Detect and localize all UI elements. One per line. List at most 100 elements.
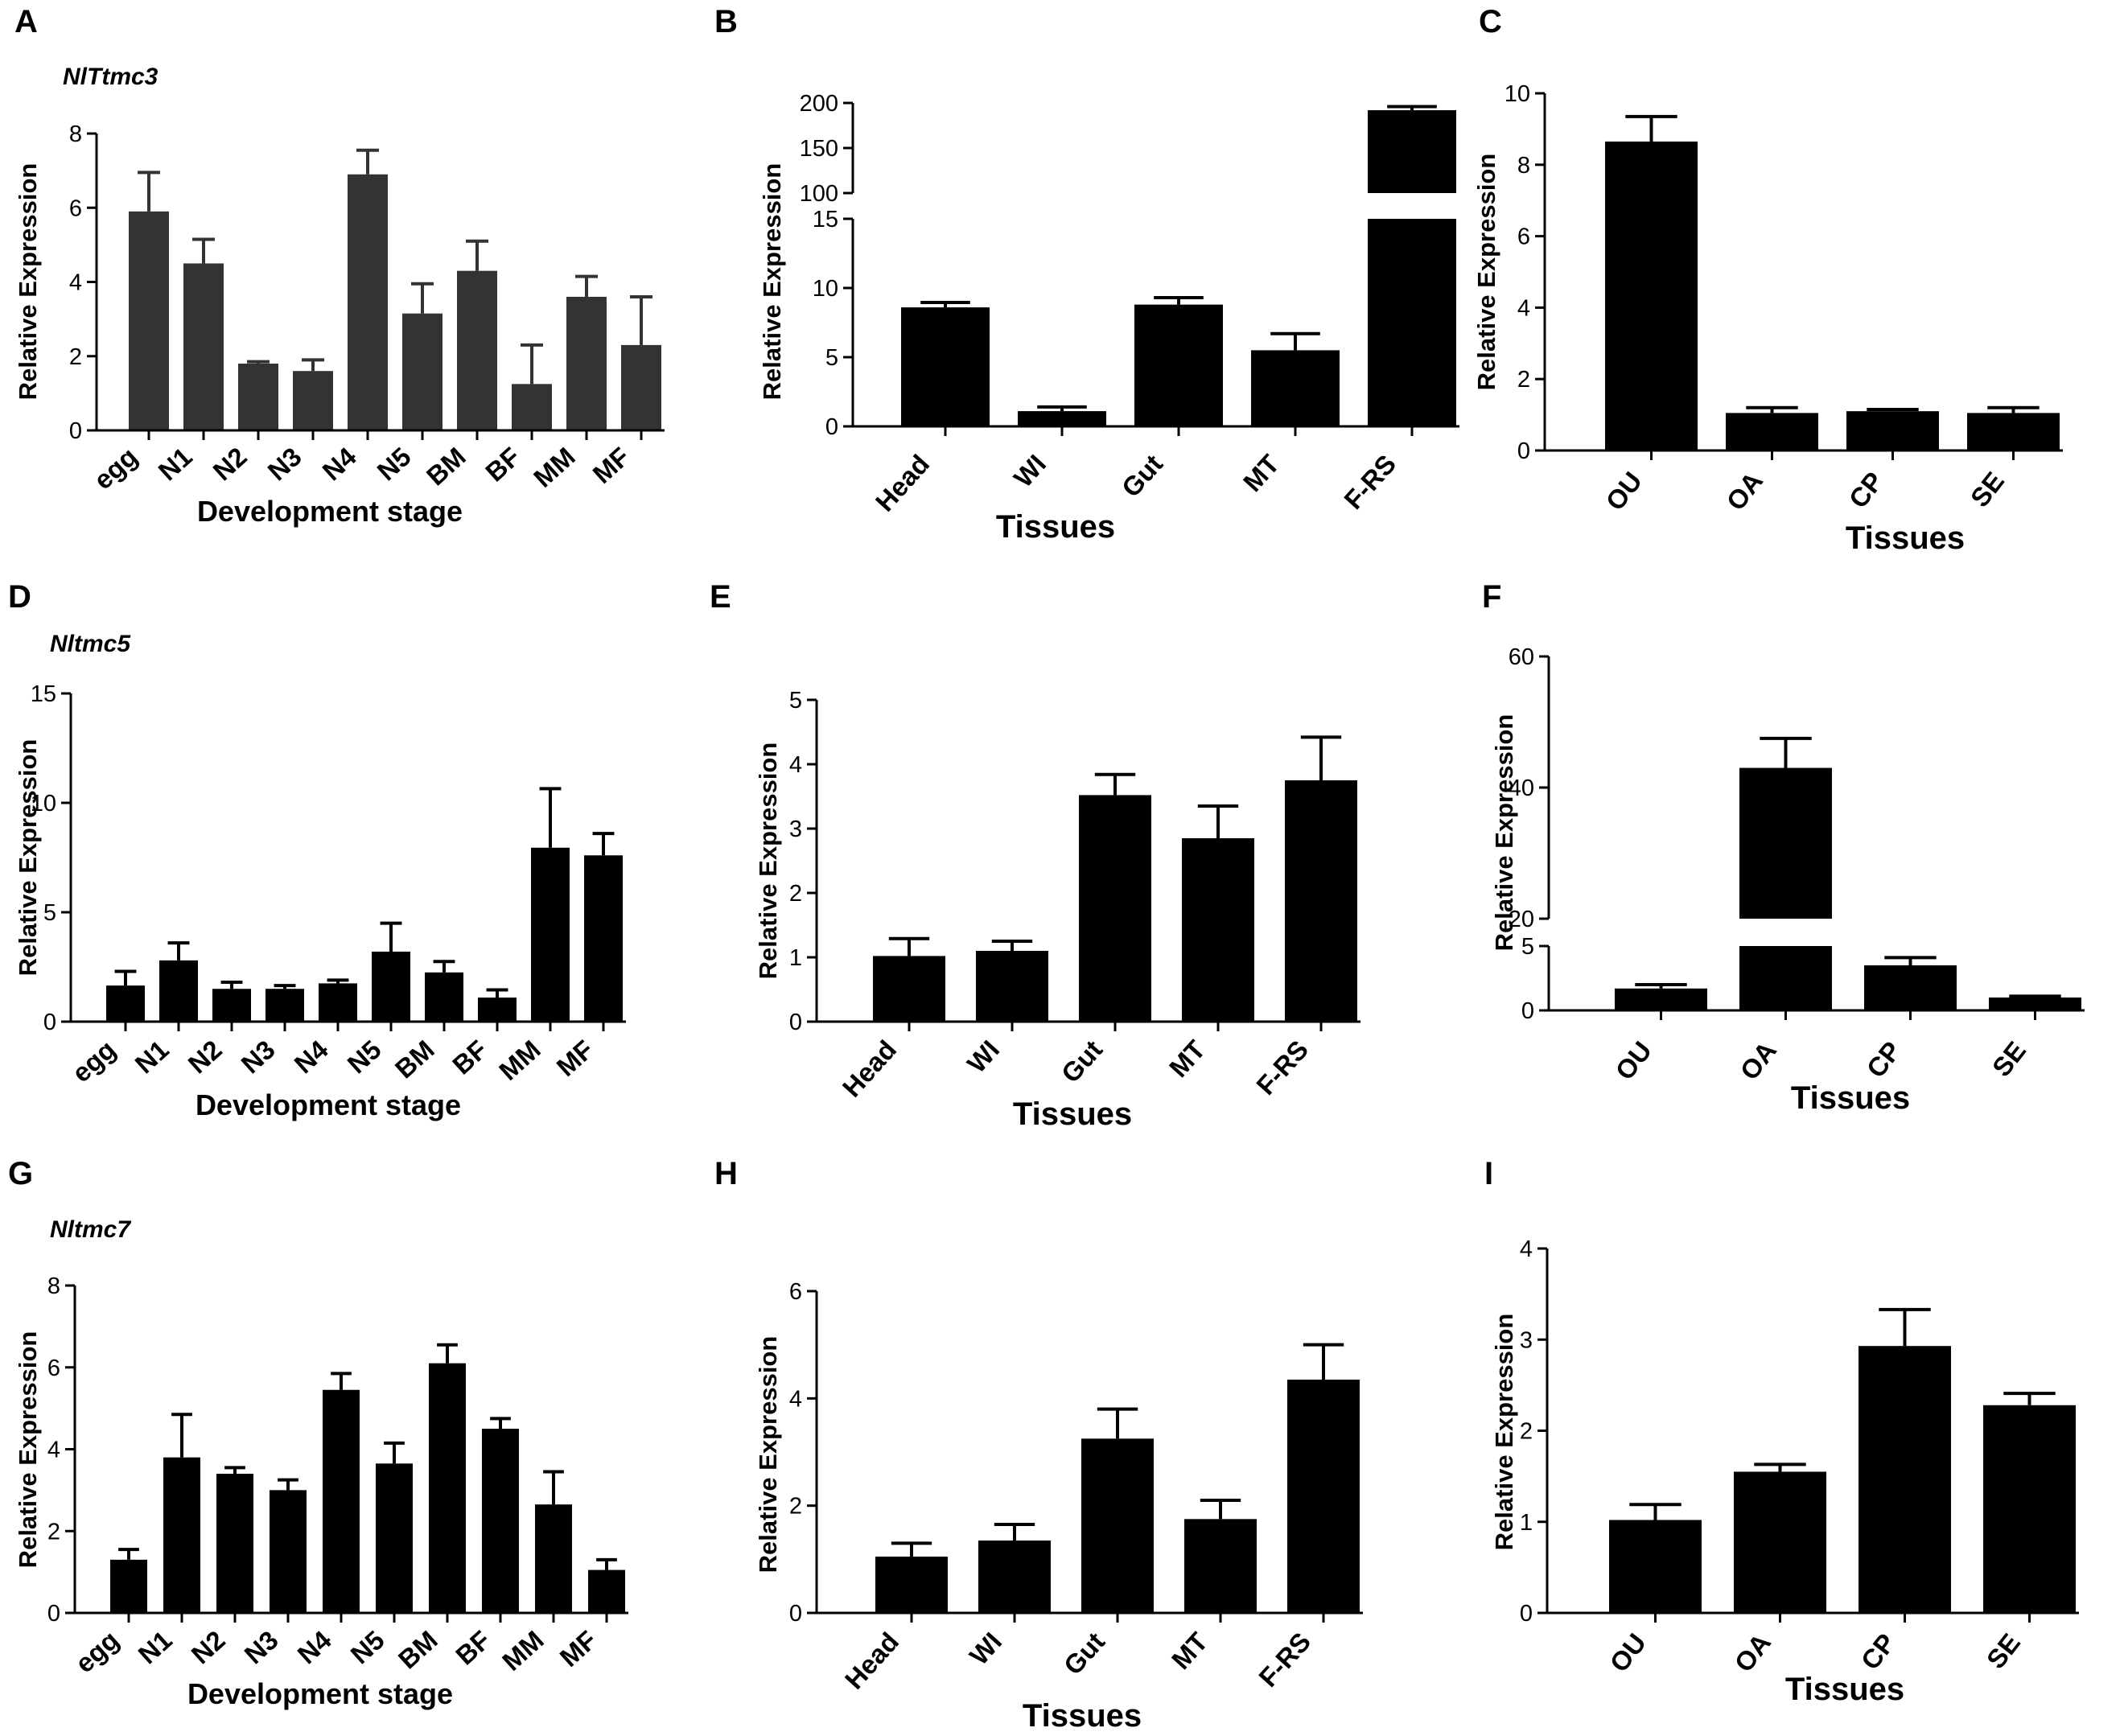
y-axis-label: Relative Expression (14, 739, 42, 977)
bar-n3 (266, 989, 304, 1022)
x-tick-label-cp: CP (1855, 1628, 1901, 1676)
panel-e: E 0 1 2 3 4 5 Head WI Gut MT F-RS Relative Expressio… (710, 579, 1360, 1132)
x-tick-label-n4: N4 (292, 1624, 338, 1669)
y-tick-label: 8 (1517, 153, 1530, 179)
x-tick-label-egg: egg (88, 442, 142, 496)
bar-bm (457, 270, 497, 430)
bar-wi (976, 951, 1048, 1022)
y-tick-label: 8 (47, 1273, 60, 1299)
y-tick-label: 4 (789, 752, 802, 778)
x-tick-label-n3: N3 (236, 1035, 281, 1080)
x-tick-label-f-rs: F-RS (1253, 1627, 1316, 1693)
bar-se (1983, 1405, 2076, 1613)
bar-f-rs (1285, 780, 1357, 1022)
bar-n3 (270, 1490, 307, 1613)
bar-head (901, 307, 990, 426)
bar-n1 (163, 1457, 200, 1613)
x-tick-label-wi: WI (1008, 449, 1052, 493)
bar-cp (1846, 411, 1939, 450)
x-tick-label-n4: N4 (289, 1034, 335, 1079)
bar-f-rs (1287, 1380, 1360, 1613)
panel-c: C 0 2 4 6 8 10 OU OA CP SE Relative Expression Tissu… (1472, 4, 2063, 556)
panel-letter-i: I (1484, 1156, 1493, 1191)
y-tick-label: 3 (789, 817, 802, 842)
x-tick-label-mm: MM (493, 1035, 546, 1086)
x-tick-label-oa: OA (1728, 1628, 1776, 1678)
bar-n4 (323, 1389, 360, 1613)
y-tick-label: 0 (1520, 1601, 1533, 1627)
x-tick-label-bf: BF (450, 1625, 496, 1671)
bar-mf (621, 344, 661, 430)
y-tick-label: 5 (1521, 934, 1534, 960)
bar-bf (482, 1429, 519, 1613)
bar-oa (1726, 413, 1818, 450)
panel-letter-h: H (714, 1156, 738, 1191)
y-tick-label: 10 (1504, 81, 1530, 107)
x-tick-label-egg: egg (66, 1035, 121, 1088)
y-tick-label: 0 (789, 1601, 802, 1627)
bar-gut (1079, 795, 1151, 1022)
y-tick-label: 20 (1509, 907, 1534, 932)
bar-head (873, 956, 945, 1022)
y-axis-label: Relative Expression (14, 163, 42, 401)
y-axis-label: Relative Expression (14, 1331, 42, 1569)
bar-oa (1734, 1471, 1826, 1613)
panel-letter-b: B (714, 4, 738, 39)
y-tick-label: 15 (813, 207, 838, 232)
bar-egg (129, 211, 169, 430)
bar-n2 (212, 989, 251, 1022)
x-tick-label-gut: Gut (1058, 1627, 1111, 1680)
y-tick-label: 10 (813, 276, 838, 302)
bar-se (1989, 998, 2081, 1010)
x-tick-label-cp: CP (1861, 1036, 1907, 1084)
y-tick-label: 6 (47, 1355, 60, 1381)
y-axis-label: Relative Expression (754, 743, 782, 980)
bar-head (875, 1557, 948, 1613)
x-tick-label-n2: N2 (183, 1035, 228, 1080)
bar-bf (512, 384, 552, 430)
x-tick-label-n1: N1 (130, 1035, 175, 1080)
y-axis-label: Relative Expression (1490, 714, 1518, 952)
x-tick-label-se: SE (1965, 467, 2010, 512)
y-tick-label: 2 (69, 344, 82, 370)
panel-d: D Nltmc5 0 5 10 15 egg N1 N2 N3 N4 N5 BM BF MM MF Relati… (8, 579, 626, 1121)
x-axis-title: Development stage (196, 1088, 461, 1121)
bar-gut (1081, 1438, 1154, 1613)
x-tick-label-n3: N3 (239, 1625, 284, 1670)
x-tick-label-n5: N5 (342, 1035, 387, 1080)
y-tick-label: 2 (1520, 1419, 1533, 1445)
x-tick-label-head: Head (837, 1035, 902, 1103)
x-tick-label-egg: egg (69, 1625, 124, 1679)
y-tick-label: 1 (1520, 1510, 1533, 1536)
bar-se (1967, 413, 2060, 450)
bar-n1 (159, 960, 198, 1022)
x-tick-label-mt: MT (1163, 1035, 1211, 1083)
y-tick-label: 5 (43, 900, 56, 926)
x-tick-label-oa: OA (1720, 467, 1768, 516)
gene-name: NlTtmc3 (63, 64, 158, 90)
x-tick-label-n5: N5 (345, 1625, 390, 1670)
bar-f-rs-lower (1368, 219, 1456, 426)
bar-n4 (319, 983, 357, 1022)
y-tick-label: 60 (1509, 644, 1534, 670)
x-tick-label-ou: OU (1609, 1036, 1657, 1086)
panel-i: I 0 1 2 3 4 OU OA CP SE Relative Expression Tissues (1484, 1156, 2079, 1707)
y-tick-label: 15 (31, 681, 56, 707)
x-tick-label-mt: MT (1237, 449, 1285, 497)
panel-a: A NlTtmc3 0 2 4 6 8 egg N1 N2 N3 N4 N5 BM BF MM MF Relati… (14, 4, 665, 528)
x-tick-label-se: SE (1986, 1036, 2031, 1082)
bar-cp (1864, 965, 1957, 1010)
x-tick-label-gut: Gut (1116, 449, 1169, 503)
y-axis-label: Relative Expression (758, 163, 786, 401)
y-tick-label: 200 (800, 91, 838, 117)
y-tick-label: 2 (47, 1519, 60, 1545)
bar-n5 (402, 313, 442, 430)
panel-letter-d: D (8, 579, 31, 615)
panel-h: H 0 2 4 6 Head WI Gut MT F-RS Relative Expression T… (714, 1156, 1363, 1734)
y-tick-label: 150 (800, 136, 838, 162)
y-tick-label: 6 (789, 1279, 802, 1305)
y-tick-label: 100 (800, 181, 838, 207)
x-tick-label-bm: BM (421, 442, 471, 492)
bar-mt (1182, 838, 1254, 1022)
